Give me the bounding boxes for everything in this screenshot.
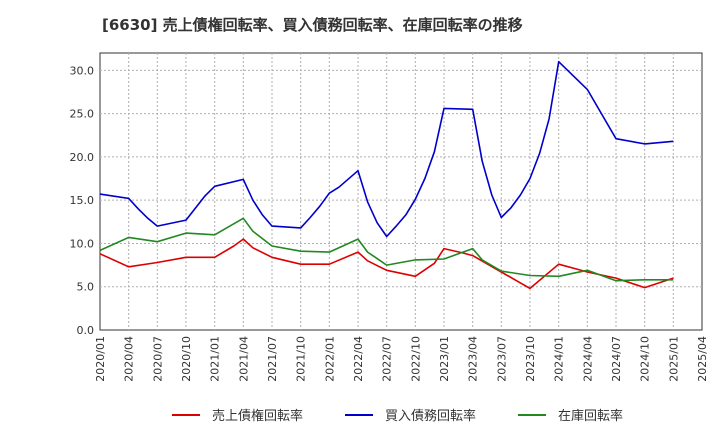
y-tick-label: 15.0 [70,194,95,207]
x-tick-label: 2020/04 [123,336,136,382]
y-tick-label: 5.0 [77,281,95,294]
x-tick-label: 2023/04 [467,336,480,382]
x-tick-label: 2023/01 [438,336,451,382]
x-tick-label: 2020/10 [180,336,193,382]
y-tick-label: 20.0 [70,151,95,164]
x-tick-label: 2025/04 [696,336,709,382]
legend-label-2: 買入債務回転率 [385,408,476,424]
x-tick-label: 2021/07 [266,336,279,382]
x-tick-label: 2024/07 [610,336,623,382]
x-tick-label: 2022/10 [409,336,422,382]
x-tick-label: 2022/04 [352,336,365,382]
x-tick-label: 2020/07 [151,336,164,382]
series-lines [99,60,674,290]
chart-title: [6630] 売上債権回転率、買入債務回転率、在庫回転率の推移 [102,16,523,34]
y-axis: 0.0 5.0 10.0 15.0 20.0 25.0 30.0 [70,64,95,337]
y-tick-label: 10.0 [70,237,95,250]
y-tick-label: 30.0 [70,64,95,77]
legend: 売上債権回転率 買入債務回転率 在庫回転率 [172,408,623,424]
x-tick-label: 2021/04 [237,336,250,382]
x-axis: 2020/01 2020/04 2020/07 2020/10 2021/01 2021/… [94,336,709,382]
x-tick-label: 2020/01 [94,336,107,382]
x-tick-label: 2021/10 [295,336,308,382]
y-tick-label: 25.0 [70,108,95,121]
x-tick-label: 2022/01 [323,336,336,382]
series-line-1 [99,238,674,290]
x-tick-label: 2024/10 [639,336,652,382]
legend-label-3: 在庫回転率 [558,408,623,424]
x-tick-label: 2023/07 [495,336,508,382]
x-tick-label: 2022/07 [381,336,394,382]
grid [100,53,702,330]
series-line-3 [99,217,674,282]
x-tick-label: 2023/10 [524,336,537,382]
x-tick-label: 2024/01 [553,336,566,382]
legend-label-1: 売上債権回転率 [212,408,303,424]
x-tick-label: 2024/04 [581,336,594,382]
series-line-2 [99,60,674,238]
y-tick-label: 0.0 [77,324,95,337]
plot-area [99,52,703,331]
x-tick-label: 2021/01 [209,336,222,382]
x-tick-label: 2025/01 [667,336,680,382]
